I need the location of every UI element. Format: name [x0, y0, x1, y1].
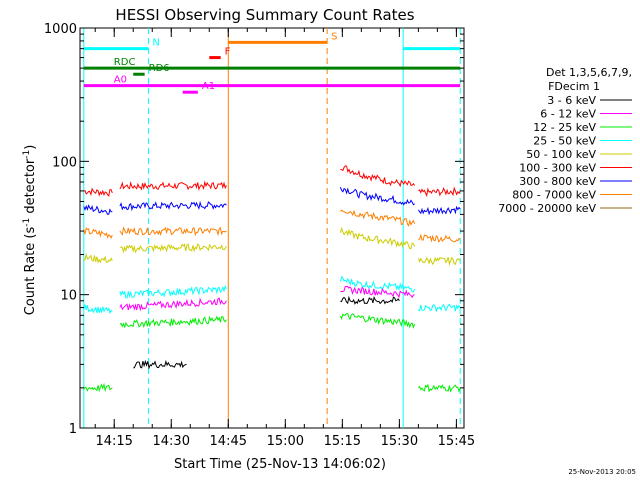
series-trace	[119, 315, 227, 329]
y-axis-label-main: Count Rate (s	[23, 227, 38, 316]
y-tick-label: 1	[69, 422, 77, 437]
x-axis-ticks: 14:15 14:30 14:45 15:00 15:15 15:30 15:45	[94, 28, 475, 449]
y-axis-ticks: 1 10 100 1000	[44, 22, 464, 437]
status-label-rdc: RDC	[114, 57, 136, 68]
x-tick-label: 14:45	[210, 434, 247, 449]
x-tick-label: 14:30	[153, 434, 190, 449]
series-trace	[83, 187, 113, 197]
series-trace	[339, 226, 416, 249]
status-label-a1: A1	[202, 81, 215, 92]
status-label-s: S	[331, 31, 337, 42]
chart-title: HESSI Observing Summary Count Rates	[115, 6, 414, 24]
x-tick-label: 14:15	[95, 434, 132, 449]
legend-header-1: Det 1,3,5,6,7,9,	[546, 66, 632, 79]
x-axis-label: Start Time (25-Nov-13 14:06:02)	[174, 457, 386, 472]
series-trace	[119, 226, 227, 237]
series-trace	[417, 256, 461, 266]
x-tick-label: 15:45	[438, 434, 475, 449]
series-3_6keV	[133, 295, 400, 370]
series-trace	[340, 165, 416, 188]
series-trace	[119, 243, 227, 254]
legend-label: 300 - 800 keV	[519, 175, 596, 188]
y-axis-label: Count Rate (s-1 detector-1)	[22, 145, 38, 316]
series-trace	[119, 297, 227, 312]
series-trace	[83, 204, 113, 215]
legend-label: 100 - 300 keV	[519, 162, 596, 175]
status-label-n: N	[152, 38, 159, 49]
series-trace	[119, 180, 227, 191]
status-label-a0: A0	[114, 75, 127, 86]
y-tick-label: 100	[52, 155, 77, 170]
legend-label: 7000 - 20000 keV	[498, 202, 596, 215]
y-axis-label-sup2: -1	[22, 150, 32, 159]
series-25_50keV	[83, 275, 461, 315]
series-300_800keV	[83, 187, 461, 216]
series-trace	[133, 359, 187, 370]
legend-label: 6 - 12 keV	[540, 108, 596, 121]
series-trace	[340, 285, 415, 299]
series-trace	[339, 187, 415, 206]
legend-label: 25 - 50 keV	[533, 135, 596, 148]
series-trace	[339, 275, 416, 293]
y-axis-label-sup1: -1	[22, 218, 32, 227]
series-800_7000keV	[83, 209, 461, 243]
series-trace	[418, 303, 461, 313]
status-bars: NSFRD6RDCA0A1	[83, 31, 461, 94]
series-trace	[417, 205, 461, 216]
series-trace	[119, 284, 227, 299]
y-axis-label-mid: detector	[23, 158, 38, 218]
x-tick-label: 15:15	[324, 434, 361, 449]
series-6_12keV	[119, 285, 415, 312]
series-trace	[83, 227, 113, 239]
legend-label: 3 - 6 keV	[547, 94, 596, 107]
legend-label: 12 - 25 keV	[533, 121, 596, 134]
series-trace	[339, 312, 416, 329]
series-trace	[340, 295, 400, 305]
series-trace	[340, 209, 416, 227]
status-label-f: F	[225, 47, 231, 58]
plot-frame	[79, 27, 465, 429]
series-100_300keV	[83, 165, 461, 198]
series-trace	[418, 233, 461, 243]
x-tick-label: 15:00	[267, 434, 304, 449]
series-trace	[418, 383, 461, 393]
plot-border	[79, 27, 465, 429]
period-markers	[83, 28, 461, 428]
series-trace	[83, 382, 113, 393]
footer-timestamp: 25-Nov-2013 20:05	[568, 468, 636, 476]
series-12_25keV	[83, 312, 461, 393]
legend-label: 50 - 100 keV	[526, 148, 596, 161]
series-trace	[83, 252, 113, 264]
legend-label: 800 - 7000 keV	[512, 189, 596, 202]
series-trace	[119, 200, 227, 212]
y-tick-label: 1000	[44, 22, 77, 37]
series-layer	[83, 165, 461, 393]
series-trace	[418, 186, 461, 198]
y-axis-label-end: )	[23, 145, 38, 150]
series-50_100keV	[83, 226, 461, 266]
y-tick-label: 10	[60, 289, 77, 304]
series-trace	[83, 304, 113, 315]
x-tick-label: 15:30	[381, 434, 418, 449]
legend-header-2: FDecim 1	[548, 80, 600, 93]
